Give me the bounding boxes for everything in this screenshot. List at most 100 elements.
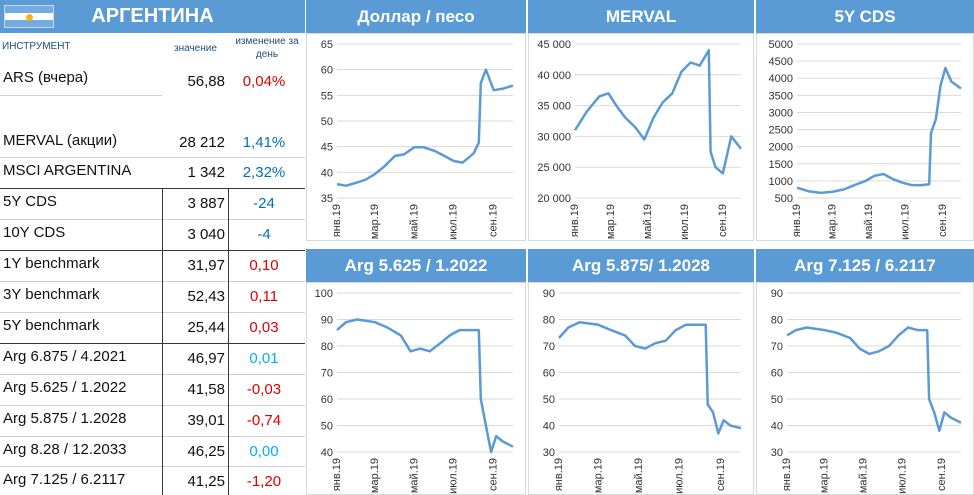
table-row: Arg 6.875 / 4.2021 46,97 0,01 [0,343,305,373]
divider [0,219,305,220]
y-tick-label: 30 000 [537,131,571,143]
divider [0,436,305,437]
chart-svg: 500 1000 1500 2000 2500 3000 3500 4000 4500 5000 я… [769,39,962,240]
y-tick-label: 1000 [769,176,793,188]
x-tick-label: май.19 [642,204,654,239]
instrument-name: Arg 8.28 / 12.2033 [3,441,127,458]
x-tick-label: мар.19 [819,458,831,493]
instrument-value: 39,01 [187,412,225,429]
chart-svg: 30 40 50 60 70 80 90 янв.19 мар.19 май.19 июл.19 се… [543,288,742,494]
instrument-change: -0,03 [246,381,282,398]
y-tick-label: 25 000 [537,162,571,174]
instrument-value: 56,88 [187,73,225,90]
x-tick-label: сен.19 [936,458,948,491]
y-tick-label: 90 [543,288,555,300]
chart-5y-cds: 500 1000 1500 2000 2500 3000 3500 4000 4500 5000 я… [756,33,974,241]
instrument-change: 0,10 [249,257,279,274]
chart-usd-ars: 35 40 45 50 55 60 65 янв.19 мар.19 май.19 июл.19 се… [306,33,526,241]
y-tick-label: 100 [315,288,333,300]
y-tick-label: 1500 [769,159,793,171]
instrument-name: 5Y benchmark [3,317,100,334]
divider [228,188,229,495]
instrument-value: 31,97 [187,257,225,274]
y-tick-label: 40 [321,167,333,179]
divider [0,281,305,282]
divider [0,312,305,313]
series-line [786,326,962,433]
y-tick-label: 50 [771,394,783,406]
instrument-value: 1 342 [187,164,225,181]
page-title: АРГЕНТИНА [91,5,214,27]
instrument-name: 1Y benchmark [3,255,100,272]
y-tick-label: 60 [543,368,555,380]
y-tick-label: 65 [321,39,333,51]
chart-svg: 40 50 60 70 80 90 100 янв.19 мар.19 май.19 июл.19 с… [315,288,514,494]
y-tick-label: 3500 [769,90,793,102]
chart-title: Arg 7.125 / 6.2117 [756,249,974,282]
y-tick-label: 45 000 [537,39,571,51]
table-row: 5Y benchmark 25,44 0,03 [0,312,305,342]
y-tick-label: 4000 [769,73,793,85]
divider [0,374,305,375]
chart-title: Доллар / песо [306,0,526,33]
table-row: 3Y benchmark 52,43 0,11 [0,281,305,311]
y-tick-label: 70 [543,341,555,353]
series-line [558,320,742,435]
y-tick-label: 45 [321,142,333,154]
instrument-change: 0,01 [249,350,279,367]
y-tick-label: 60 [321,394,333,406]
chart-title: Arg 5.625 / 1.2022 [306,249,526,282]
instrument-change: -24 [253,195,275,212]
instrument-name: 3Y benchmark [3,286,100,303]
instrument-name: MSCI ARGENTINA [3,162,132,179]
y-tick-label: 55 [321,90,333,102]
table-row: MSCI ARGENTINA 1 342 2,32% [0,157,305,187]
table-row: Arg 8.28 / 12.2033 46,25 0,00 [0,436,305,466]
y-tick-label: 40 [771,421,783,433]
x-tick-label: мар.19 [826,204,838,239]
x-tick-label: мар.19 [369,458,381,493]
y-tick-label: 90 [321,315,333,327]
x-tick-label: июл.19 [674,458,686,494]
table-row: ARS (вчера) 56,88 0,04% [0,65,305,95]
instrument-name: 10Y CDS [3,224,66,241]
table-row: MERVAL (акции) 28 212 1,41% [0,127,305,157]
table-row: 1Y benchmark 31,97 0,10 [0,250,305,280]
instrument-change: 1,41% [242,134,286,151]
x-tick-label: июл.19 [900,204,912,240]
column-header-value: значение [174,43,217,54]
instrument-name: MERVAL (акции) [3,132,118,149]
table-row: 10Y CDS 3 040 -4 [0,219,305,249]
series-line [573,48,742,175]
chart-svg: 20 000 25 000 30 000 35 000 40 000 45 000 янв.… [537,39,742,240]
instrument-change: -1,20 [246,473,282,490]
y-tick-label: 35 [321,193,333,205]
table-row: Arg 5.625 / 1.2022 41,58 -0,03 [0,374,305,404]
x-tick-label: янв.19 [791,204,803,237]
column-header-instrument: ИНСТРУМЕНТ [2,41,71,52]
table-header: ИНСТРУМЕНТ значение изменение за день [0,33,305,65]
divider [0,250,305,251]
instrument-change: -0,74 [246,412,282,429]
x-tick-label: сен.19 [717,204,729,237]
y-tick-label: 40 [321,447,333,459]
y-tick-label: 80 [543,315,555,327]
divider [0,466,305,467]
x-tick-label: мар.19 [369,204,381,239]
chart-svg: 35 40 45 50 55 60 65 янв.19 мар.19 май.19 июл.19 се… [321,39,514,240]
instrument-name: Arg 5.875 / 1.2028 [3,410,127,427]
instrument-value: 52,43 [187,288,225,305]
x-tick-label: янв.19 [331,458,343,491]
chart-merval: 20 000 25 000 30 000 35 000 40 000 45 000 янв.… [528,33,754,241]
x-tick-label: май.19 [857,458,869,493]
instrument-value: 3 887 [187,195,225,212]
instrument-value: 25,44 [187,319,225,336]
x-tick-label: янв.19 [553,458,565,491]
x-tick-label: мар.19 [592,458,604,493]
chart-title: MERVAL [528,0,754,33]
x-tick-label: май.19 [408,204,420,239]
y-tick-label: 5000 [769,39,793,51]
chart-arg-7125: 30 40 50 60 70 80 90 янв.19 мар.19 май.19 июл.19 се… [756,282,974,495]
y-tick-label: 40 000 [537,70,571,82]
chart-svg: 30 40 50 60 70 80 90 янв.19 мар.19 май.19 июл.19 се… [771,288,962,494]
